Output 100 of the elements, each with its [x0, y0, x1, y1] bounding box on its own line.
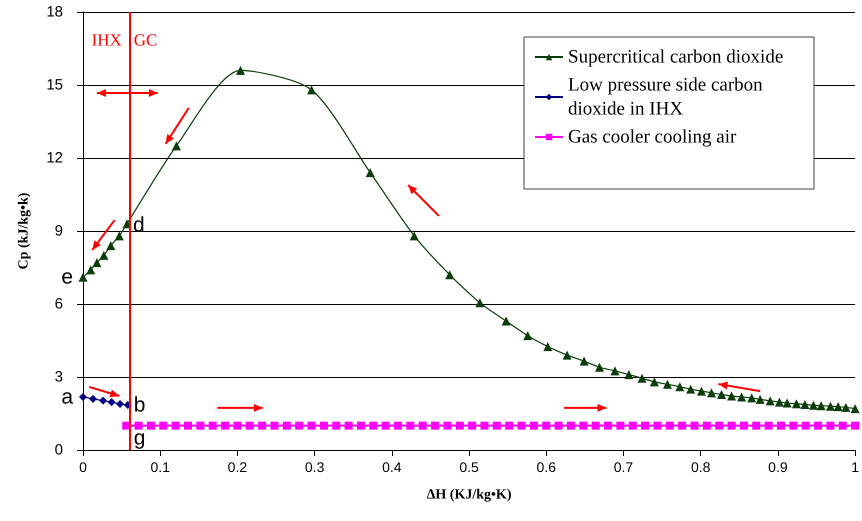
point	[406, 422, 414, 430]
point	[543, 342, 552, 352]
point	[696, 386, 706, 396]
point	[554, 422, 563, 430]
annotation: a	[61, 385, 74, 408]
y-axis-title: Cp (kJ/kg•k)	[16, 192, 32, 270]
x-tick-label: 0	[79, 459, 88, 475]
point	[686, 384, 696, 394]
y-tick-label: 15	[46, 76, 63, 94]
x-tick-label: 0.2	[228, 459, 248, 475]
y-tick-label: 12	[46, 150, 63, 166]
y-tick-label: 9	[54, 222, 63, 240]
point	[443, 422, 452, 430]
point	[826, 402, 835, 411]
point	[445, 270, 454, 280]
point	[747, 393, 756, 402]
point	[382, 422, 390, 430]
point	[595, 362, 604, 372]
point	[802, 422, 810, 430]
point	[764, 422, 773, 430]
point	[604, 422, 612, 430]
x-tick-label: 0.7	[614, 459, 634, 475]
annotation: IHX	[92, 30, 122, 50]
point	[394, 422, 402, 430]
point	[624, 370, 634, 380]
point	[702, 422, 711, 430]
point	[456, 422, 464, 430]
annotation: g	[134, 426, 146, 450]
point	[320, 422, 328, 430]
point	[727, 391, 736, 400]
point	[114, 231, 124, 240]
point	[650, 377, 659, 386]
y-tick-label: 18	[46, 4, 63, 20]
point	[740, 422, 748, 430]
point	[307, 85, 316, 94]
x-tick-label: 0.6	[536, 459, 556, 475]
legend-label: Supercritical carbon dioxide	[568, 46, 784, 68]
point	[530, 422, 538, 430]
point	[728, 422, 736, 430]
point	[737, 392, 746, 402]
point	[134, 422, 143, 430]
point	[675, 382, 684, 392]
point	[246, 422, 254, 430]
point	[475, 298, 484, 308]
point	[418, 422, 427, 430]
point	[221, 422, 230, 430]
point	[756, 394, 765, 404]
point	[616, 422, 624, 430]
point	[706, 388, 716, 398]
point	[480, 422, 488, 430]
point	[841, 402, 850, 412]
point	[800, 400, 810, 409]
point	[789, 422, 798, 430]
x-tick-label: 0.3	[304, 459, 325, 475]
point	[518, 422, 526, 430]
point	[172, 141, 181, 150]
point	[808, 400, 818, 410]
point	[816, 401, 826, 410]
point	[99, 250, 108, 260]
x-tick-label: 0.8	[690, 459, 711, 475]
point	[78, 272, 88, 282]
point	[782, 398, 792, 408]
x-tick-label: 0.4	[382, 459, 402, 475]
point	[542, 422, 550, 430]
point	[776, 422, 785, 430]
point	[580, 356, 589, 366]
point	[666, 422, 674, 430]
point	[89, 394, 98, 403]
point	[628, 422, 637, 430]
point	[308, 422, 316, 430]
point	[838, 422, 847, 430]
y-tick-label: 3	[54, 368, 63, 386]
point	[369, 422, 378, 430]
point	[99, 396, 108, 405]
point	[641, 422, 650, 430]
point	[233, 422, 242, 430]
point	[196, 422, 204, 430]
point	[814, 422, 822, 430]
point	[638, 374, 647, 383]
point	[410, 231, 419, 240]
point	[826, 422, 834, 430]
point	[208, 422, 217, 430]
point	[366, 168, 375, 178]
point	[774, 398, 784, 407]
y-tick-label: 0	[54, 442, 63, 458]
point	[851, 422, 860, 430]
point	[159, 422, 168, 430]
point	[566, 422, 575, 430]
y-tick-label: 6	[54, 296, 63, 312]
annotation: d	[133, 213, 145, 236]
annotation: b	[134, 393, 146, 416]
point	[332, 422, 340, 430]
point	[523, 331, 532, 340]
point	[505, 422, 514, 430]
point	[106, 241, 116, 250]
point	[184, 422, 192, 430]
x-tick-label: 0.5	[459, 459, 479, 475]
point	[690, 422, 699, 430]
x-tick-label: 1	[851, 459, 860, 475]
point	[295, 422, 304, 430]
